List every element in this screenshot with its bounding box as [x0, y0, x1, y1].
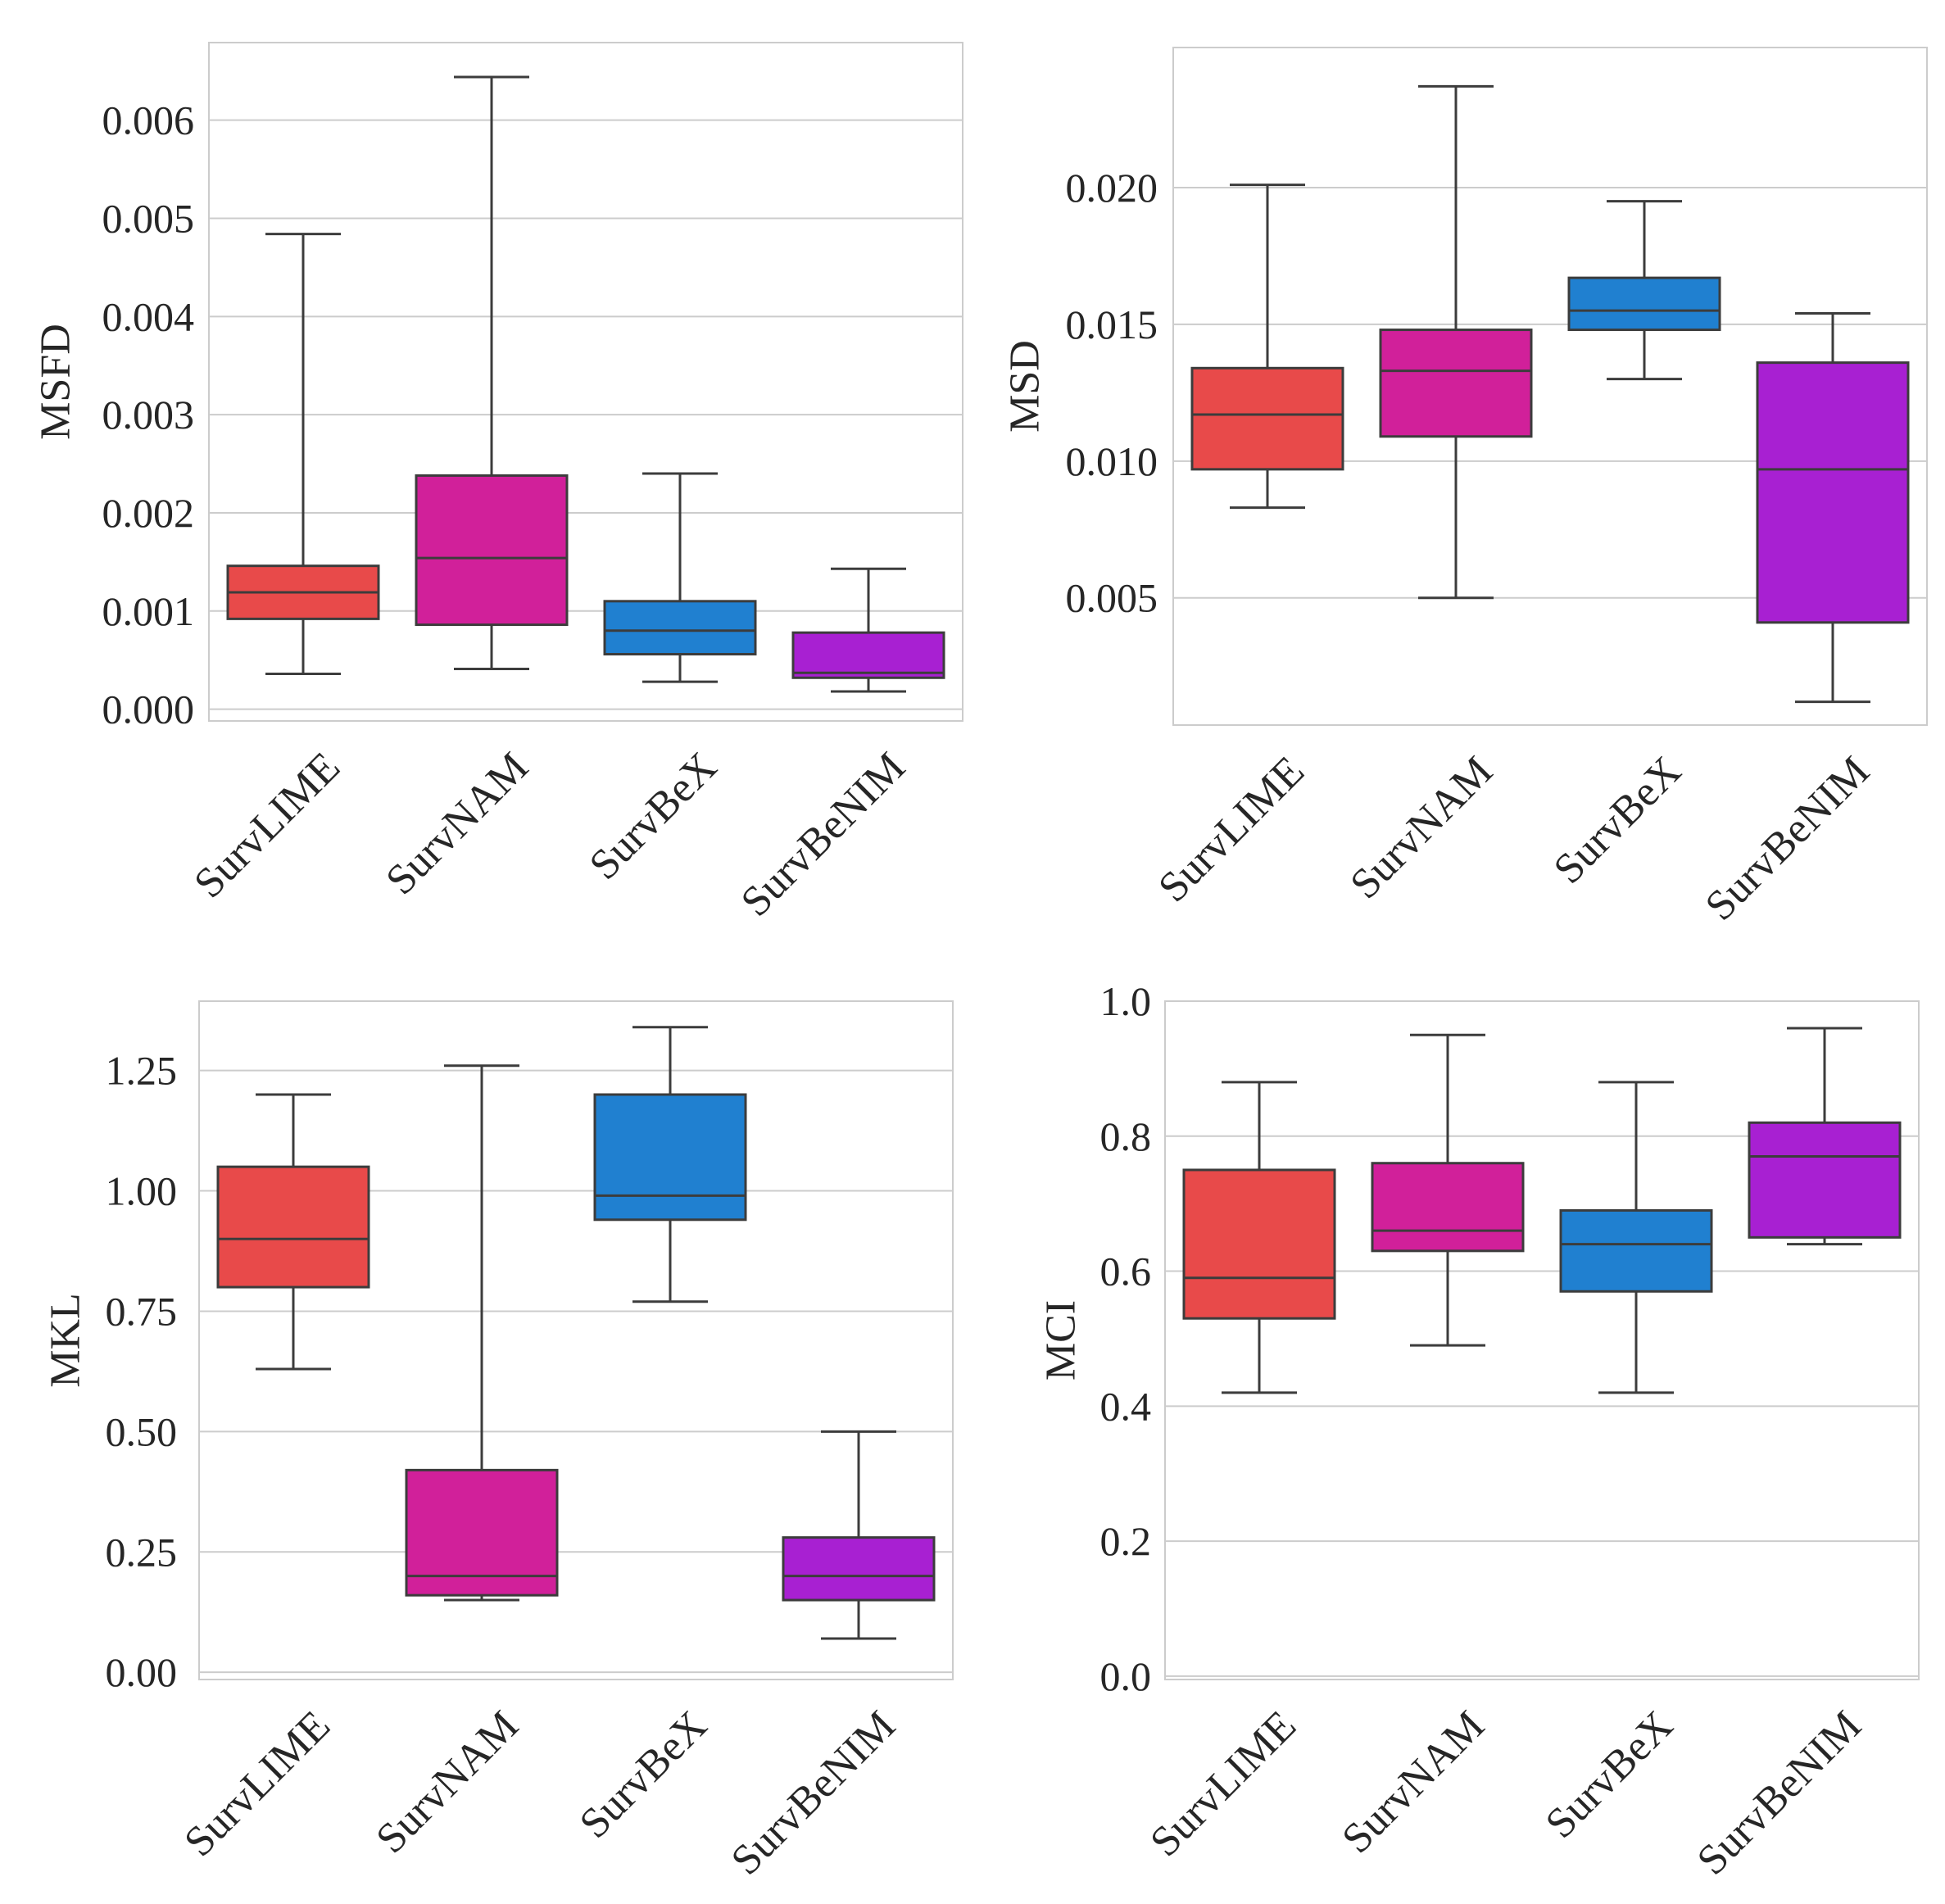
axes-frame — [198, 1000, 954, 1680]
iqr-box — [405, 1468, 559, 1597]
x-tick-label: SurvBeNIM — [723, 1702, 904, 1884]
x-tick-label: SurvNAM — [367, 1702, 528, 1863]
iqr-box — [415, 474, 569, 627]
y-tick-label: 0.015 — [1066, 301, 1158, 347]
box-survnam — [1371, 1033, 1525, 1347]
y-axis-label: MCI — [1038, 1300, 1085, 1380]
box-survbex — [1559, 1081, 1713, 1394]
y-tick-label: 0.000 — [102, 687, 195, 732]
iqr-box — [216, 1165, 370, 1289]
box-survnam — [415, 75, 569, 670]
box-survlime — [1182, 1081, 1336, 1394]
panel-mci: 0.0 0.2 0.4 0.6 0.8 1.0 MCI SurvLIME SurvNAM Surv… — [1038, 978, 1920, 1884]
x-tick-label: SurvLIME — [185, 744, 349, 908]
box-survbenim — [782, 1430, 936, 1640]
y-tick-label: 0.4 — [1100, 1383, 1152, 1429]
y-tick-label: 0.0 — [1100, 1653, 1152, 1699]
x-tick-label: SurvBeX — [1537, 1702, 1682, 1847]
y-tick-label: 0.25 — [106, 1529, 178, 1575]
panel-msfd: 0.000 0.001 0.002 0.003 0.004 0.005 0.006 MSFD S… — [33, 42, 963, 926]
x-tick-label: SurvLIME — [1141, 1702, 1305, 1866]
x-tick-label: SurvNAM — [377, 744, 537, 904]
box-survbex — [603, 472, 757, 683]
y-tick-label: 0.00 — [106, 1649, 178, 1695]
box-survbenim — [1748, 1027, 1902, 1246]
box-survbex — [1567, 200, 1721, 381]
y-tick-label: 0.005 — [1066, 575, 1158, 621]
y-tick-label: 1.0 — [1100, 978, 1152, 1024]
iqr-box — [782, 1536, 936, 1602]
y-axis-label: MKL — [43, 1293, 89, 1388]
iqr-box — [791, 631, 945, 679]
box-survlime — [1190, 184, 1344, 510]
axes-frame — [1164, 1000, 1920, 1680]
y-tick-label: 0.8 — [1100, 1113, 1152, 1159]
x-tick-label: SurvBeX — [581, 744, 726, 889]
iqr-box — [603, 600, 757, 656]
box-survbenim — [791, 567, 945, 693]
x-tick-label: SurvLIME — [175, 1702, 339, 1866]
x-tick-label: SurvLIME — [1149, 748, 1313, 912]
x-tick-label: SurvBeNIM — [1697, 748, 1879, 930]
x-tick-label: SurvNAM — [1341, 748, 1502, 909]
y-tick-label: 0.006 — [102, 97, 195, 143]
box-survnam — [1379, 84, 1533, 600]
y-tick-label: 0.2 — [1100, 1518, 1152, 1564]
y-tick-label: 0.6 — [1100, 1249, 1152, 1294]
y-tick-label: 0.005 — [102, 195, 195, 241]
iqr-box — [1756, 361, 1910, 624]
iqr-box — [1190, 366, 1344, 471]
iqr-box — [1567, 276, 1721, 332]
y-tick-label: 0.004 — [102, 293, 195, 339]
y-tick-label: 0.50 — [106, 1408, 178, 1454]
iqr-box — [1559, 1208, 1713, 1293]
y-tick-label: 0.003 — [102, 392, 195, 437]
box-survbenim — [1756, 312, 1910, 704]
x-tick-label: SurvBeX — [1545, 748, 1690, 893]
box-survbex — [593, 1026, 747, 1303]
y-axis-label: MSFD — [33, 324, 79, 440]
panel-mkl: 0.00 0.25 0.50 0.75 1.00 1.25 MKL SurvLIME SurvN… — [43, 1000, 954, 1884]
x-tick-label: SurvBeNIM — [732, 744, 914, 926]
x-tick-label: SurvNAM — [1333, 1702, 1494, 1863]
iqr-box — [593, 1093, 747, 1222]
iqr-box — [1371, 1162, 1525, 1253]
axes-frame — [208, 42, 963, 722]
y-tick-label: 0.001 — [102, 588, 195, 634]
y-tick-label: 0.020 — [1066, 165, 1158, 211]
y-tick-label: 0.002 — [102, 490, 195, 536]
x-tick-label: SurvBeX — [571, 1702, 716, 1847]
box-survlime — [226, 233, 380, 675]
y-axis-label: MSD — [1002, 340, 1049, 433]
iqr-box — [1182, 1168, 1336, 1320]
iqr-box — [1379, 329, 1533, 438]
box-survnam — [405, 1064, 559, 1602]
y-tick-label: 1.00 — [106, 1168, 178, 1214]
y-tick-label: 0.75 — [106, 1288, 178, 1334]
iqr-box — [1748, 1121, 1902, 1239]
panel-msd: 0.005 0.010 0.015 0.020 MSD SurvLIME SurvNAM Su… — [1002, 47, 1928, 930]
y-tick-label: 1.25 — [106, 1048, 178, 1094]
axes-frame — [1172, 47, 1928, 726]
box-survlime — [216, 1093, 370, 1371]
y-tick-label: 0.010 — [1066, 438, 1158, 484]
x-tick-label: SurvBeNIM — [1689, 1702, 1870, 1884]
